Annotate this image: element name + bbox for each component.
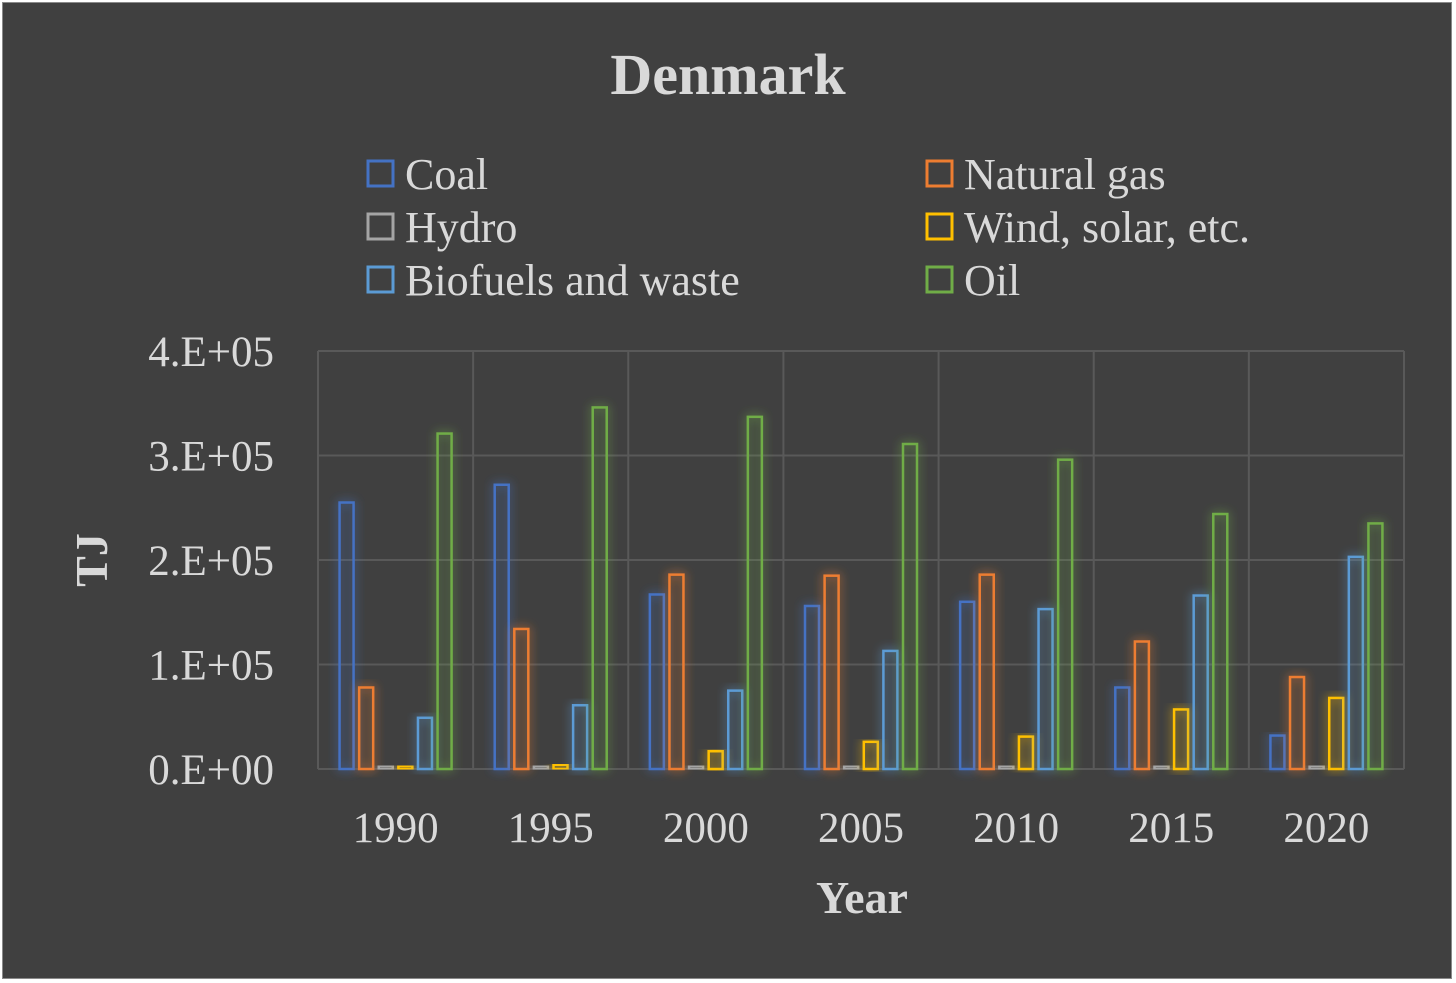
x-tick-label: 2010	[973, 805, 1059, 852]
bar-hydro-2000	[687, 764, 705, 771]
bar-biofuels-and-waste-2020	[1347, 555, 1365, 771]
legend-swatch	[925, 212, 954, 241]
bar-coal-2005	[803, 604, 821, 771]
legend-label: Oil	[964, 256, 1020, 305]
bar-hydro-2005	[842, 764, 860, 771]
bar-oil-2020	[1367, 522, 1384, 771]
bars	[338, 406, 1384, 771]
legend: Coal Natural gas Hydro Wind, solar, etc. Bio…	[366, 150, 1250, 305]
y-axis-title: TJ	[66, 533, 117, 587]
legend-label: Natural gas	[964, 150, 1166, 199]
bar-wind-solar-etc-2015	[1172, 708, 1190, 771]
bar-oil-1990	[436, 432, 453, 771]
bar-natural-gas-1990	[357, 686, 375, 771]
bar-coal-1990	[338, 501, 355, 771]
y-axis-ticks: 0.E+00 1.E+05 2.E+05 3.E+05 4.E+05	[148, 329, 274, 794]
legend-swatch	[366, 265, 395, 294]
x-axis-title: Year	[816, 872, 908, 923]
bar-wind-solar-etc-2000	[707, 749, 724, 771]
legend-label: Wind, solar, etc.	[964, 203, 1250, 252]
y-tick-label: 1.E+05	[148, 643, 274, 690]
x-tick-label: 2000	[663, 805, 749, 852]
x-tick-label: 2020	[1283, 805, 1369, 852]
bar-natural-gas-2015	[1133, 640, 1151, 771]
y-tick-label: 0.E+00	[148, 747, 274, 794]
bar-biofuels-and-waste-2010	[1037, 607, 1054, 771]
bar-natural-gas-1995	[513, 627, 530, 771]
bar-coal-2020	[1269, 734, 1286, 771]
bar-wind-solar-etc-2010	[1017, 735, 1035, 771]
legend-swatch	[925, 265, 954, 294]
legend-swatch	[366, 159, 395, 188]
bar-biofuels-and-waste-2015	[1192, 594, 1209, 771]
bar-biofuels-and-waste-1995	[571, 704, 589, 771]
bar-hydro-2020	[1308, 764, 1325, 771]
bar-coal-1995	[493, 483, 510, 771]
bar-natural-gas-2000	[668, 573, 685, 771]
bar-wind-solar-etc-2005	[862, 740, 880, 771]
bar-wind-solar-etc-2020	[1327, 696, 1345, 771]
y-tick-label: 3.E+05	[148, 434, 274, 481]
bar-wind-solar-etc-1990	[397, 764, 414, 771]
bar-biofuels-and-waste-2005	[882, 649, 899, 771]
bar-oil-1995	[591, 406, 608, 771]
bar-wind-solar-etc-1995	[552, 763, 569, 771]
bar-biofuels-and-waste-2000	[727, 689, 744, 771]
x-tick-label: 1995	[508, 805, 594, 852]
bar-hydro-1995	[532, 764, 550, 771]
bar-oil-2000	[746, 415, 764, 771]
bar-coal-2010	[958, 600, 976, 771]
bar-hydro-2010	[998, 764, 1015, 771]
bar-hydro-2015	[1153, 764, 1170, 771]
bar-natural-gas-2020	[1288, 675, 1306, 771]
bar-oil-2015	[1212, 512, 1229, 771]
legend-label: Hydro	[405, 203, 517, 252]
bar-hydro-1990	[377, 764, 395, 771]
bar-coal-2015	[1114, 686, 1131, 771]
legend-label: Coal	[405, 150, 488, 199]
bar-oil-2005	[901, 442, 919, 771]
x-tick-label: 2015	[1128, 805, 1214, 852]
bar-biofuels-and-waste-1990	[416, 716, 434, 771]
bar-coal-2000	[648, 593, 666, 771]
legend-label: Biofuels and waste	[405, 256, 740, 305]
x-tick-label: 2005	[818, 805, 904, 852]
y-tick-label: 2.E+05	[148, 538, 274, 585]
legend-swatch	[925, 159, 954, 188]
y-tick-label: 4.E+05	[148, 329, 274, 376]
chart-title: Denmark	[610, 42, 846, 107]
bar-natural-gas-2005	[823, 574, 840, 771]
x-tick-label: 1990	[353, 805, 439, 852]
bar-natural-gas-2010	[978, 573, 995, 771]
bar-oil-2010	[1056, 458, 1074, 771]
legend-swatch	[366, 212, 395, 241]
x-axis-ticks: 1990 1995 2000 2005 2010 2015 2020	[353, 805, 1370, 852]
gridlines	[317, 350, 1405, 770]
